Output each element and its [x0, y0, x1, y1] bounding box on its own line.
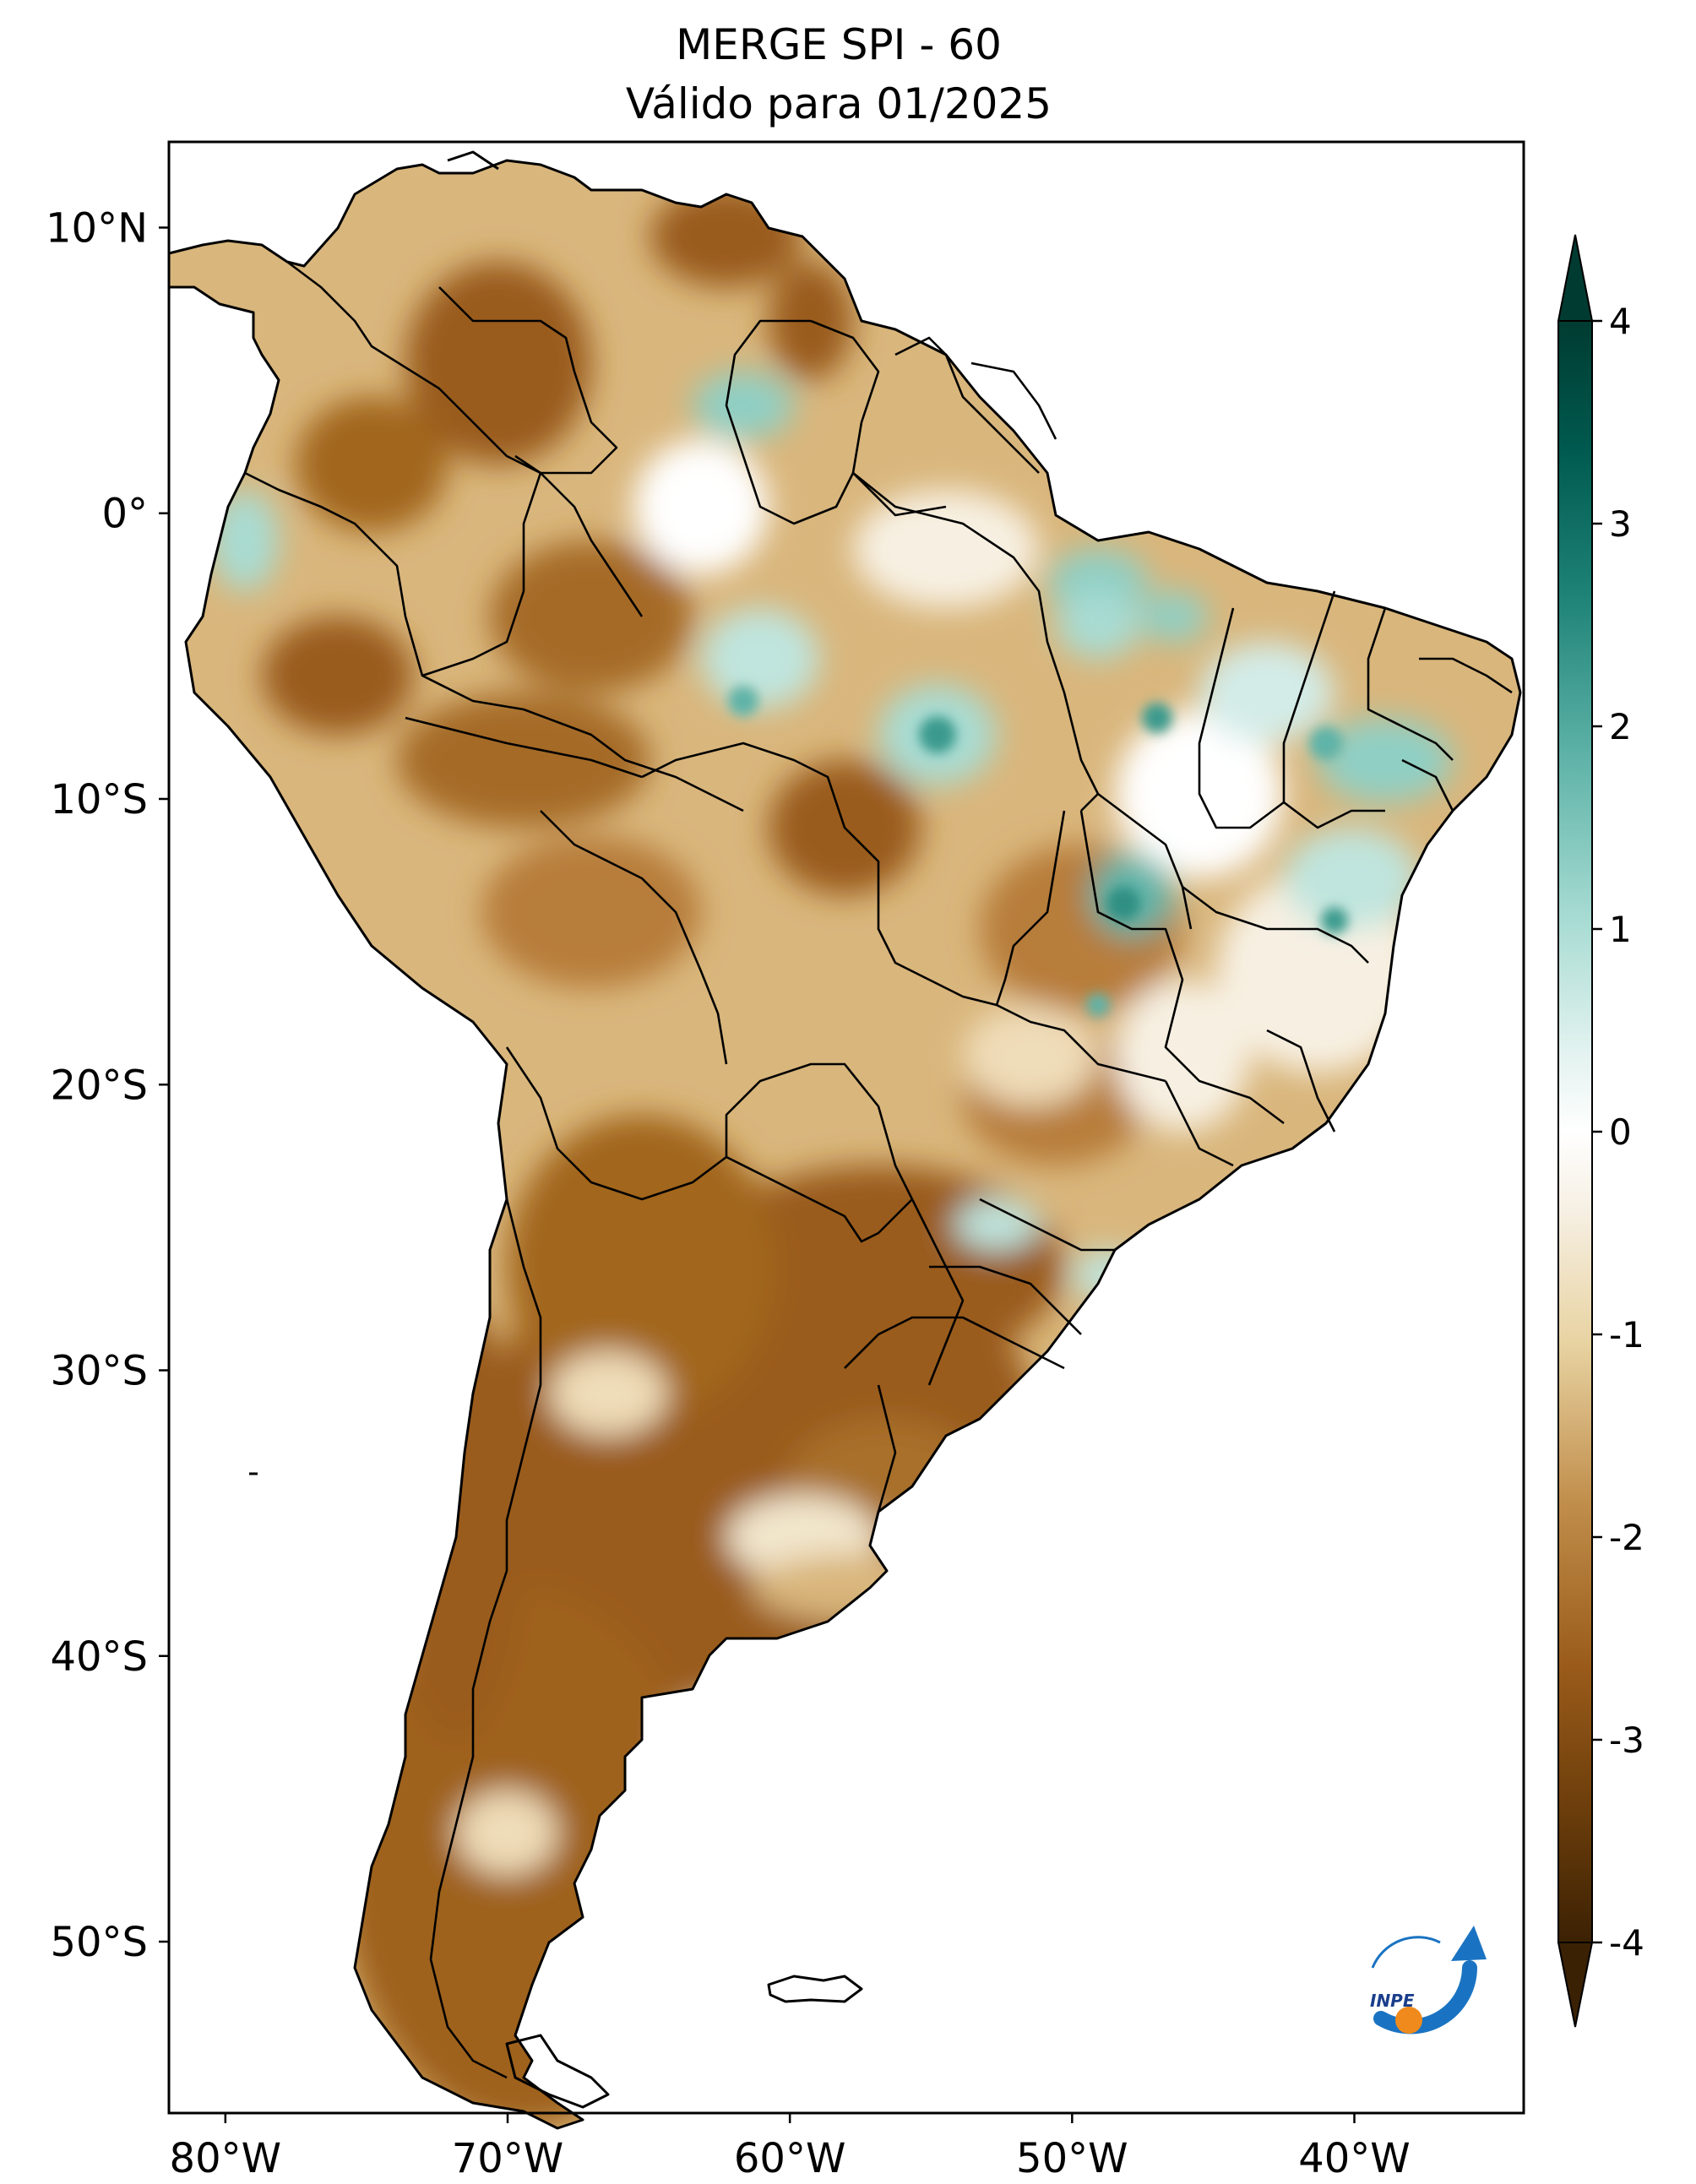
- y-tick-label: 0°: [101, 491, 148, 538]
- colorbar-tick-label: -2: [1609, 1517, 1644, 1558]
- logo-text: INPE: [1370, 1991, 1415, 2011]
- x-tick-label: 70°W: [452, 2135, 564, 2182]
- x-tick-label: 40°W: [1298, 2135, 1411, 2182]
- y-tick-label: 30°S: [50, 1348, 148, 1395]
- colorbar-tick-label: -4: [1609, 1922, 1644, 1964]
- logo-dot: [1395, 2007, 1422, 2034]
- colorbar-tick-label: 4: [1609, 301, 1632, 342]
- colorbar-tick-label: -1: [1609, 1314, 1644, 1355]
- colorbar-tick-label: 2: [1609, 706, 1632, 747]
- x-axis-ticks: 80°W 70°W 60°W 50°W 40°W: [170, 2113, 1411, 2182]
- colorbar-tick-label: 0: [1609, 1111, 1632, 1153]
- colorbar-tick-label: 3: [1609, 503, 1632, 545]
- colorbar-extend-min: [1557, 1942, 1594, 2028]
- x-tick-label: 80°W: [170, 2135, 282, 2182]
- x-tick-label: 50°W: [1016, 2135, 1128, 2182]
- colorbar-ticks: 4 3 2 1 0 -1 -2 -3 -4: [1592, 301, 1644, 1964]
- y-tick-label: 10°S: [50, 776, 148, 823]
- y-axis-ticks: 10°N 0° 10°S 20°S 30°S 40°S 50°S: [46, 204, 169, 1966]
- y-tick-label: 10°N: [46, 204, 148, 252]
- colorbar: 4 3 2 1 0 -1 -2 -3 -4: [1557, 234, 1644, 2028]
- inpe-logo: INPE: [1370, 1926, 1487, 2035]
- colorbar-extend-max: [1557, 234, 1594, 322]
- y-tick-label: 40°S: [50, 1633, 148, 1681]
- map-subtitle: Válido para 01/2025: [626, 79, 1052, 128]
- map-frame: [167, 140, 1525, 2115]
- x-tick-label: 60°W: [734, 2135, 846, 2182]
- y-tick-label: 20°S: [50, 1062, 148, 1109]
- y-tick-label: 50°S: [50, 1919, 148, 1966]
- tierra-del-fuego: [505, 2034, 610, 2109]
- colorbar-tick-label: 1: [1609, 909, 1632, 950]
- coastline: [168, 159, 1522, 2130]
- falkland-islands: [767, 1975, 863, 2003]
- map-title: MERGE SPI - 60: [676, 20, 1002, 69]
- country-borders: [244, 260, 1513, 2079]
- arrow-icon: [1451, 1926, 1487, 1961]
- colorbar-tick-label: -3: [1609, 1719, 1644, 1761]
- colorbar-gradient: [1558, 321, 1592, 1942]
- caribbean-coast-north: [447, 150, 499, 171]
- logo-orbit-arc: [1371, 1936, 1441, 1969]
